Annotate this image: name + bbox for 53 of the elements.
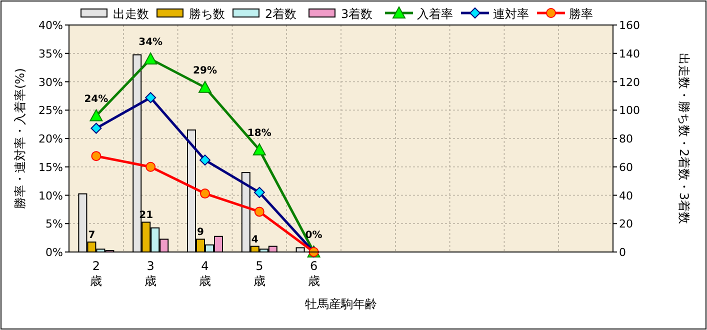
y-tick-label: 30% — [38, 76, 63, 89]
x-tick-label: 5歳 — [253, 259, 266, 288]
point — [146, 162, 156, 172]
y2-tick-label: 60 — [619, 160, 633, 174]
data-label: 29% — [193, 65, 217, 76]
point — [252, 143, 266, 156]
x-tick-label: 4歳 — [199, 259, 211, 288]
legend-label: 出走数 — [113, 7, 149, 21]
x-tick-label: 3歳 — [144, 259, 157, 288]
y-tick-label: 15% — [38, 160, 63, 174]
y-tick-label: 35% — [38, 47, 63, 60]
y2-tick-label: 160 — [619, 19, 640, 32]
point — [198, 80, 212, 93]
point — [90, 122, 102, 134]
point — [145, 92, 156, 104]
legend-label: 連対率 — [493, 7, 529, 21]
data-label: 24% — [84, 94, 108, 105]
y-tick-label: 0% — [46, 246, 63, 259]
point — [144, 52, 158, 65]
x-axis-title: 牡馬産駒年齢 — [305, 297, 377, 311]
point — [254, 206, 264, 217]
y-tick-label: 20% — [38, 132, 63, 146]
data-label: 0% — [305, 230, 322, 241]
y-tick-label: 25% — [38, 104, 63, 118]
y2-axis-title: 出走数・勝ち数・2着数・3着数 — [677, 52, 691, 224]
y-tick-label: 40% — [38, 19, 63, 32]
legend-label: 2着数 — [265, 7, 297, 21]
point — [254, 186, 265, 198]
x-tick-label: 6歳 — [308, 259, 320, 288]
legend-label: 3着数 — [341, 7, 373, 21]
y-tick-label: 5% — [46, 218, 63, 231]
point — [91, 151, 102, 162]
data-label: 4 — [251, 234, 258, 246]
y2-tick-label: 20 — [619, 218, 633, 231]
legend-label: 勝ち数 — [189, 7, 225, 21]
data-label: 34% — [138, 37, 163, 48]
y2-tick-label: 80 — [619, 132, 633, 146]
y2-tick-label: 140 — [619, 47, 640, 60]
point — [200, 154, 210, 166]
legend-label: 勝率 — [569, 7, 593, 21]
y2-tick-label: 40 — [619, 189, 633, 202]
y2-tick-label: 100 — [619, 104, 640, 118]
point — [90, 109, 103, 122]
y-tick-label: 10% — [38, 189, 63, 202]
data-label: 9 — [197, 227, 204, 238]
y2-tick-label: 120 — [619, 76, 640, 89]
legend-label: 入着率 — [417, 7, 453, 21]
data-label: 7 — [88, 230, 96, 242]
data-label: 18% — [247, 128, 272, 139]
y-axis-title: 勝率・連対率・入着率(%) — [13, 68, 27, 209]
point — [200, 188, 210, 199]
y2-tick-label: 0 — [619, 246, 626, 259]
x-tick-label: 2歳 — [90, 259, 102, 288]
